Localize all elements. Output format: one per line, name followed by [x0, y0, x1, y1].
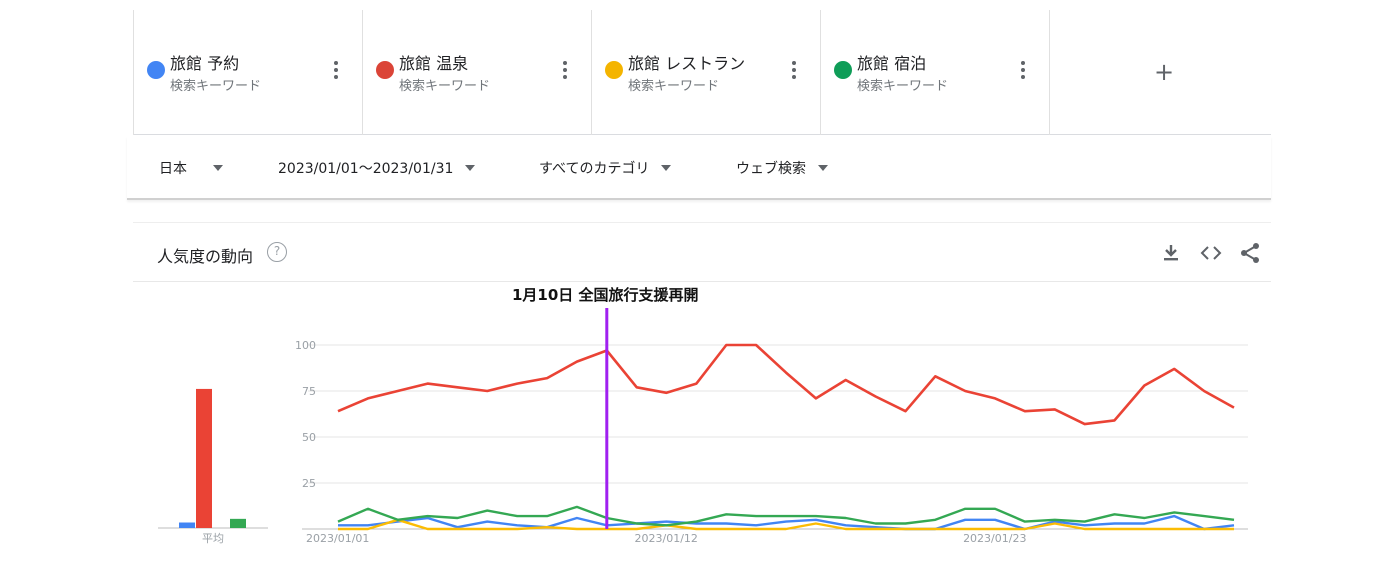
- keyword-card-3[interactable]: 旅館 レストラン 検索キーワード: [591, 10, 820, 135]
- more-vert-icon[interactable]: [328, 58, 344, 82]
- series-line-2: [337, 343, 1235, 426]
- more-vert-icon[interactable]: [1015, 58, 1031, 82]
- average-label: 平均: [202, 532, 224, 545]
- region-dropdown[interactable]: 日本: [159, 158, 223, 178]
- interest-over-time-panel: 人気度の動向 ?: [133, 222, 1271, 562]
- series-points-3: [337, 519, 1235, 530]
- keyword-label: 旅館 宿泊: [857, 54, 927, 73]
- category-value: すべてのカテゴリ: [539, 161, 650, 177]
- add-comparison-card[interactable]: +: [1049, 10, 1269, 135]
- x-tick-label: 2023/01/01: [306, 532, 369, 545]
- keyword-label: 旅館 予約: [170, 54, 240, 73]
- keyword-type: 検索キーワード: [170, 79, 262, 94]
- help-icon[interactable]: ?: [267, 242, 287, 262]
- more-vert-icon[interactable]: [557, 58, 573, 82]
- y-tick-label: 75: [302, 385, 316, 398]
- more-vert-icon[interactable]: [786, 58, 802, 82]
- y-tick-label: 50: [302, 431, 316, 444]
- keyword-label: 旅館 レストラン: [628, 54, 746, 73]
- x-tick-label: 2023/01/23: [963, 532, 1026, 545]
- average-bar-1: [179, 522, 195, 528]
- caret-down-icon: [465, 165, 476, 171]
- series-color-dot-red: [376, 61, 394, 79]
- average-bar-4: [230, 518, 246, 528]
- series-points-2: [337, 344, 1235, 425]
- series-color-dot-green: [834, 61, 852, 79]
- caret-down-icon: [818, 165, 828, 171]
- series-points-4: [337, 506, 1235, 526]
- keyword-card-1[interactable]: 旅館 予約 検索キーワード: [133, 10, 362, 135]
- keyword-card-4[interactable]: 旅館 宿泊 検索キーワード: [820, 10, 1049, 135]
- date-range-value: 2023/01/01～2023/01/31: [278, 161, 454, 177]
- embed-code-icon[interactable]: [1199, 241, 1223, 265]
- y-tick-label: 100: [295, 339, 316, 352]
- filter-bar: 日本 2023/01/01～2023/01/31 すべてのカテゴリ ウェブ検索: [127, 136, 1271, 200]
- date-range-dropdown[interactable]: 2023/01/01～2023/01/31: [278, 158, 476, 178]
- search-type-dropdown[interactable]: ウェブ検索: [736, 158, 828, 178]
- region-value: 日本: [159, 161, 187, 177]
- series-color-dot-yellow: [605, 61, 623, 79]
- panel-divider: [133, 281, 1271, 282]
- category-dropdown[interactable]: すべてのカテゴリ: [539, 158, 672, 178]
- keyword-type: 検索キーワード: [857, 79, 949, 94]
- x-tick-label: 2023/01/12: [635, 532, 698, 545]
- panel-title: 人気度の動向: [157, 247, 254, 266]
- keyword-cards: 旅館 予約 検索キーワード 旅館 温泉 検索キーワード 旅館 レストラン 検索キ…: [133, 10, 1271, 135]
- average-bar-2: [196, 388, 212, 528]
- y-tick-label: 25: [302, 477, 316, 490]
- share-icon[interactable]: [1238, 241, 1262, 265]
- search-type-value: ウェブ検索: [736, 161, 806, 177]
- series-color-dot-blue: [147, 61, 165, 79]
- download-icon[interactable]: [1159, 241, 1183, 265]
- keyword-type: 検索キーワード: [628, 79, 720, 94]
- keyword-card-2[interactable]: 旅館 温泉 検索キーワード: [362, 10, 591, 135]
- keyword-type: 検索キーワード: [399, 79, 491, 94]
- caret-down-icon: [213, 165, 223, 171]
- keyword-label: 旅館 温泉: [399, 54, 469, 73]
- add-icon[interactable]: +: [1154, 58, 1175, 86]
- event-annotation-label: 1月10日 全国旅行支援再開: [512, 286, 699, 304]
- caret-down-icon: [661, 165, 672, 171]
